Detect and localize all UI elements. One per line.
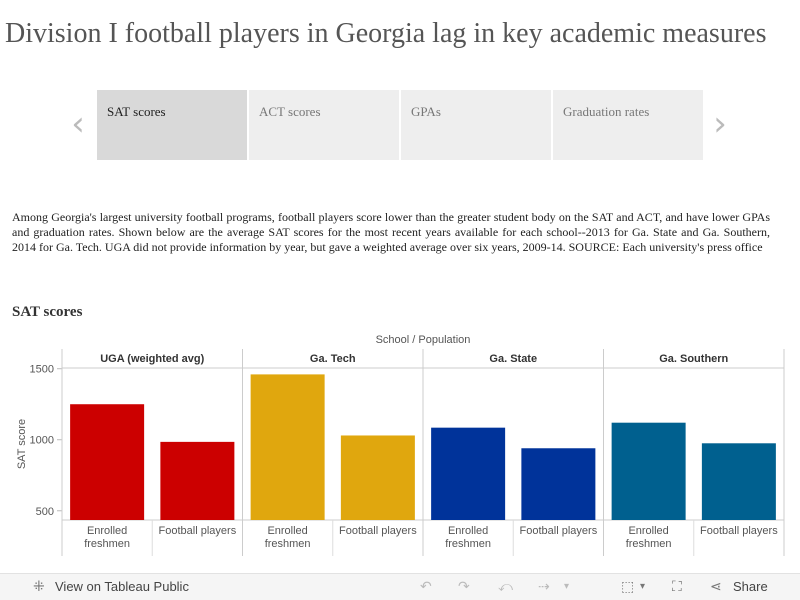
bar (701, 443, 776, 520)
x-category-label: Enrolled freshmen (626, 525, 672, 550)
section-title: SAT scores (12, 304, 83, 320)
panel-header: Ga. Southern (659, 353, 728, 365)
x-category-label: Football players (700, 525, 778, 537)
download-dropdown-icon[interactable]: ▾ (640, 581, 646, 592)
chart-description: Among Georgia's largest university footb… (12, 210, 770, 254)
y-axis-label: SAT score (16, 419, 28, 469)
x-category-label: Football players (520, 525, 598, 537)
y-tick-label: 1500 (30, 364, 54, 376)
revert-icon[interactable]: ⤺ (498, 579, 513, 595)
panel-header: Ga. State (489, 353, 537, 365)
bar (160, 441, 235, 520)
refresh-icon[interactable]: ⇢ (538, 579, 550, 595)
tab-act-scores[interactable]: ACT scores (249, 90, 399, 160)
tab-graduation-rates[interactable]: Graduation rates (553, 90, 703, 160)
bar (431, 427, 506, 520)
x-category-label: Football players (159, 525, 237, 537)
y-tick-label: 500 (36, 506, 54, 518)
chart-header: School / Population (376, 334, 471, 346)
share-button[interactable]: Share (733, 579, 768, 594)
story-tabs: SAT scores ACT scores GPAs Graduation ra… (97, 90, 705, 160)
x-category-label: Enrolled freshmen (84, 525, 130, 550)
tab-sat-scores[interactable]: SAT scores (97, 90, 247, 160)
panel-header: Ga. Tech (310, 353, 356, 365)
bar (340, 435, 415, 520)
tableau-toolbar: ⁜ View on Tableau Public ↶ ↷ ⤺ ⇢ ▾ ⬚ ▾ ⛶… (0, 573, 800, 600)
bar (70, 404, 145, 520)
x-category-label: Enrolled freshmen (445, 525, 491, 550)
bar (611, 422, 686, 520)
x-category-label: Enrolled freshmen (265, 525, 311, 550)
bar (250, 374, 325, 520)
view-on-tableau-link[interactable]: View on Tableau Public (55, 579, 189, 594)
tableau-logo-icon: ⁜ (33, 579, 45, 595)
fullscreen-icon[interactable]: ⛶ (672, 579, 682, 595)
chevron-right-icon[interactable]: › (713, 104, 727, 144)
y-tick-label: 1000 (30, 435, 54, 447)
sat-bar-chart: School / Population SAT score 500 1000 1500 U… (16, 334, 785, 556)
download-icon[interactable]: ⬚ (621, 579, 635, 595)
page-title: Division I football players in Georgia l… (5, 18, 767, 49)
tab-gpas[interactable]: GPAs (401, 90, 551, 160)
redo-icon[interactable]: ↷ (458, 579, 470, 595)
refresh-dropdown-icon[interactable]: ▾ (564, 581, 570, 592)
bar (521, 448, 596, 520)
share-icon[interactable]: ⋖ (710, 579, 722, 595)
panel-header: UGA (weighted avg) (100, 353, 204, 365)
x-category-label: Football players (339, 525, 417, 537)
undo-icon[interactable]: ↶ (420, 579, 432, 595)
chevron-left-icon[interactable]: ‹ (71, 104, 85, 144)
